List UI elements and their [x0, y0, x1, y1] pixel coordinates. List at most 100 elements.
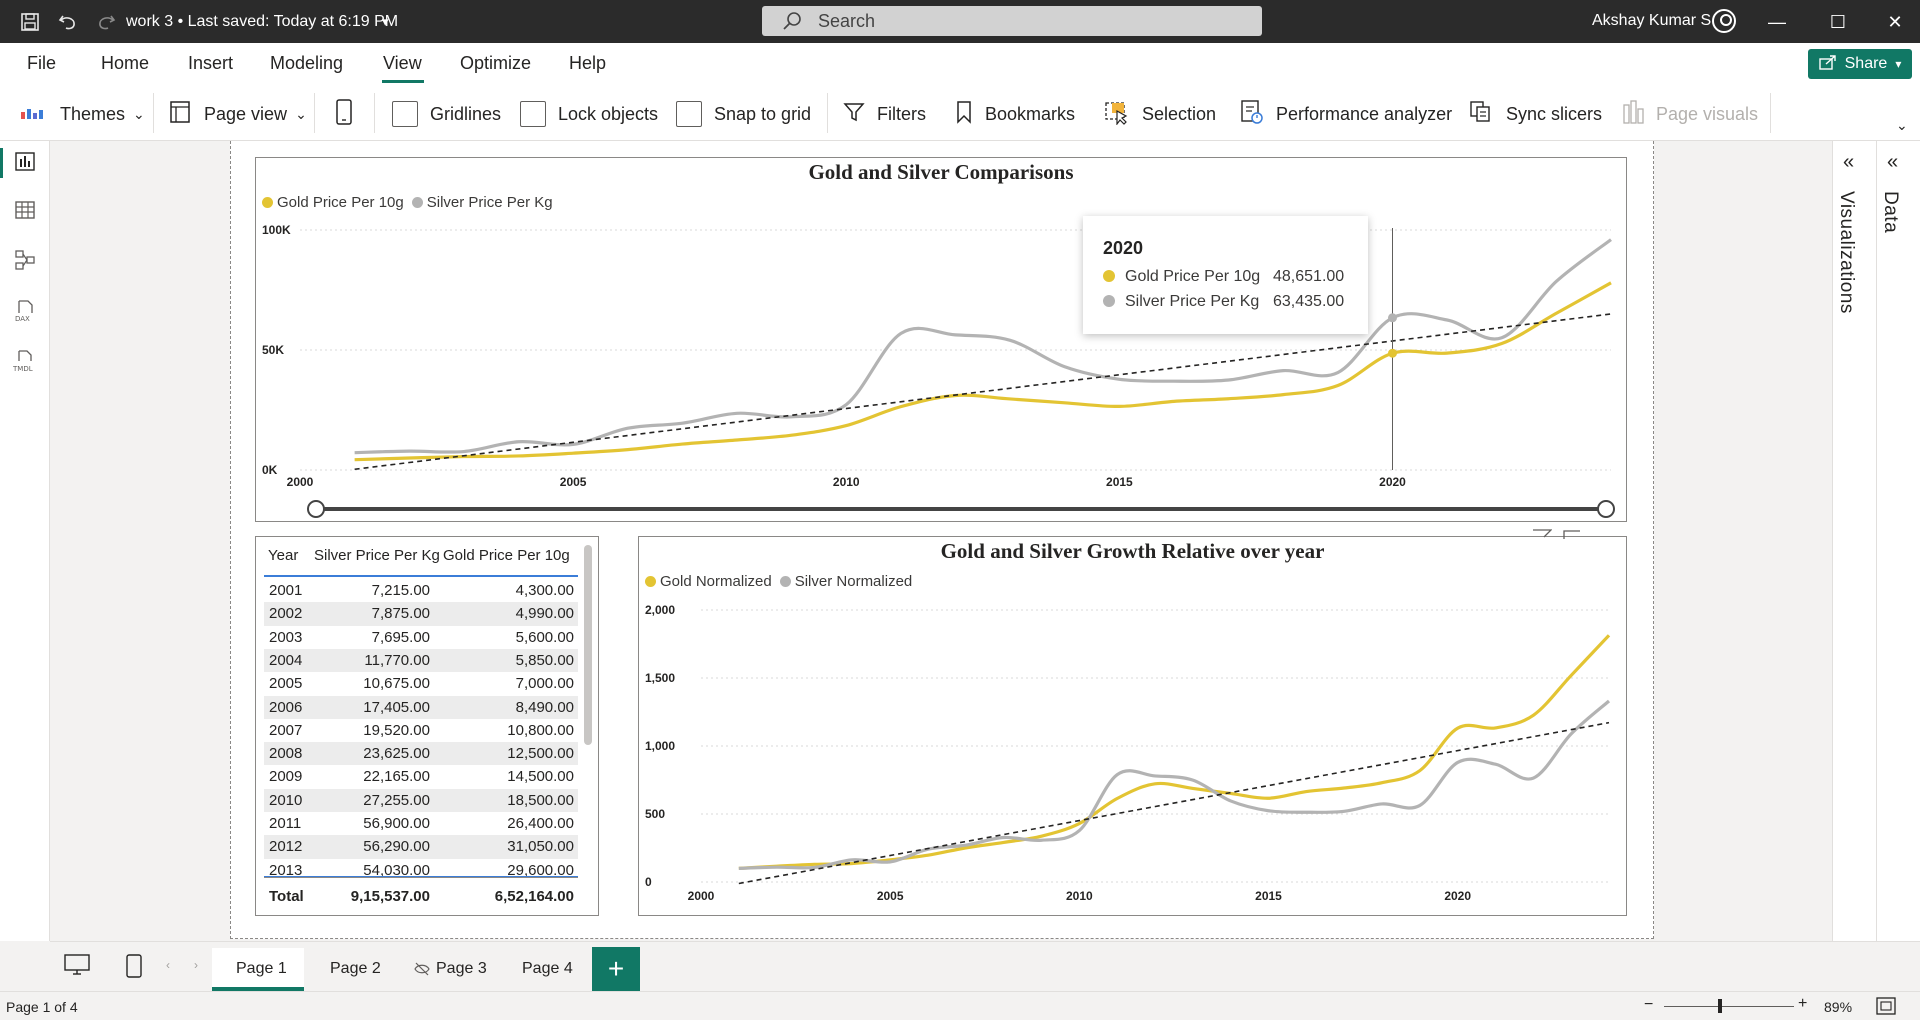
menu-modeling[interactable]: Modeling	[270, 53, 344, 73]
legend-item-silver[interactable]: Silver Price Per Kg	[411, 194, 553, 211]
undo-icon[interactable]	[55, 9, 81, 35]
zoom-slider-thumb[interactable]	[1718, 999, 1722, 1013]
themes-button[interactable]: Themes ⌄	[20, 100, 145, 128]
redo-icon[interactable]	[93, 9, 119, 35]
document-title[interactable]: work 3 • Last saved: Today at 6:19 PM	[126, 13, 399, 30]
user-name[interactable]: Akshay Kumar S	[1592, 12, 1712, 29]
data-pane[interactable]: « Data	[1876, 141, 1920, 941]
table-row[interactable]: 2005 10,675.00 7,000.00	[264, 672, 578, 695]
scroll-right-icon[interactable]: ›	[194, 958, 198, 972]
collapse-icon[interactable]: «	[1887, 151, 1899, 173]
legend-item-gold-normalized[interactable]: Gold Normalized	[645, 573, 772, 590]
tab-page-1[interactable]: Page 1	[236, 960, 287, 977]
desktop-layout-icon[interactable]	[64, 954, 90, 981]
focus-mode-icon[interactable]	[1562, 528, 1582, 544]
model-view-icon[interactable]	[13, 249, 37, 273]
table-header-year[interactable]: Year	[268, 547, 299, 564]
line-chart-plot[interactable]: 100K 50K 0K 2000 2005 2010 2015 2020	[256, 158, 1626, 521]
slider-handle-end[interactable]	[1597, 500, 1615, 518]
gold-series-line[interactable]	[354, 281, 1612, 462]
avatar[interactable]	[1712, 9, 1736, 33]
table-row[interactable]: 2002 7,875.00 4,990.00	[264, 602, 578, 626]
mobile-layout-button[interactable]	[335, 98, 353, 128]
save-icon[interactable]	[17, 9, 43, 35]
silver-series-line[interactable]	[354, 238, 1612, 455]
menu-view[interactable]: View	[383, 53, 422, 73]
price-table[interactable]: Year Silver Price Per Kg Gold Price Per …	[255, 536, 599, 916]
tab-page-3[interactable]: Page 3	[436, 960, 487, 977]
performance-analyzer-button[interactable]: Performance analyzer	[1240, 99, 1452, 128]
zoom-in-button[interactable]: +	[1798, 995, 1808, 1012]
table-row[interactable]: 2012 56,290.00 31,050.00	[264, 835, 578, 859]
table-scrollbar[interactable]	[584, 545, 592, 745]
legend-item-gold[interactable]: Gold Price Per 10g	[262, 194, 404, 211]
share-button[interactable]: Share ▾	[1808, 49, 1912, 79]
fit-to-page-icon[interactable]	[1876, 997, 1896, 1018]
silver-series-line[interactable]	[738, 699, 1611, 870]
zoom-level[interactable]: 89%	[1824, 999, 1853, 1015]
snap-to-grid-toggle[interactable]: Snap to grid	[676, 100, 811, 128]
mobile-layout-icon[interactable]	[126, 954, 142, 983]
table-row[interactable]: 2010 27,255.00 18,500.00	[264, 788, 578, 812]
menu-optimize[interactable]: Optimize	[460, 53, 532, 73]
table-row[interactable]: 2009 22,165.00 14,500.00	[264, 765, 578, 788]
data-label[interactable]: Data	[1880, 191, 1901, 234]
add-page-button[interactable]: +	[592, 947, 640, 991]
growth-relative-chart[interactable]: Gold and Silver Growth Relative over yea…	[638, 536, 1627, 916]
gold-silver-comparison-chart[interactable]: Gold and Silver Comparisons Gold Price P…	[255, 157, 1627, 522]
scroll-left-icon[interactable]: ‹	[166, 958, 170, 972]
menu-help[interactable]: Help	[569, 53, 607, 73]
collapse-icon[interactable]: «	[1843, 151, 1855, 173]
report-view-icon[interactable]	[13, 150, 37, 174]
menu-insert[interactable]: Insert	[188, 53, 234, 73]
zoom-slider[interactable]	[1664, 1006, 1794, 1007]
legend-item-silver-normalized[interactable]: Silver Normalized	[779, 573, 912, 590]
table-header-silver[interactable]: Silver Price Per Kg	[314, 547, 440, 564]
filter-icon[interactable]	[1532, 528, 1556, 544]
page-view-button[interactable]: Page view ⌄	[168, 100, 307, 128]
table-row[interactable]: 2013 54,030.00 29,600.00	[264, 859, 578, 882]
close-button[interactable]: ✕	[1887, 11, 1903, 32]
table-header-gold[interactable]: Gold Price Per 10g	[443, 547, 570, 564]
table-row[interactable]: 2008 23,625.00 12,500.00	[264, 742, 578, 766]
line-chart-plot[interactable]: 2,000 1,500 1,000 500 0 2000 2005 2010 2015 2020	[639, 537, 1626, 915]
filters-button[interactable]: Filters	[843, 100, 926, 128]
minimize-button[interactable]: —	[1768, 11, 1786, 32]
visualizations-label[interactable]: Visualizations	[1836, 191, 1857, 314]
table-view-icon[interactable]	[13, 199, 37, 223]
gold-series-line[interactable]	[738, 634, 1611, 870]
x-tick-label: 2005	[877, 889, 904, 903]
chevron-down-icon[interactable]: ▾	[382, 14, 389, 29]
snap-to-grid-checkbox[interactable]	[676, 101, 702, 127]
tab-page-2[interactable]: Page 2	[330, 960, 381, 977]
table-row[interactable]: 2003 7,695.00 5,600.00	[264, 626, 578, 649]
legend-dot-silver	[779, 576, 791, 587]
bookmarks-button[interactable]: Bookmarks	[955, 100, 1075, 128]
lock-objects-toggle[interactable]: Lock objects	[520, 100, 658, 128]
maximize-button[interactable]: ☐	[1829, 11, 1847, 32]
table-row[interactable]: 2006 17,405.00 8,490.00	[264, 695, 578, 719]
page-visuals-button[interactable]: Page visuals	[1622, 99, 1758, 128]
gridlines-checkbox[interactable]	[392, 101, 418, 127]
table-row[interactable]: 2011 56,900.00 26,400.00	[264, 812, 578, 835]
tab-page-4[interactable]: Page 4	[522, 960, 573, 977]
ribbon-expand-button[interactable]: ⌄	[1896, 111, 1908, 139]
menu-file[interactable]: File	[27, 53, 57, 73]
slider-handle-start[interactable]	[307, 500, 325, 518]
search-input[interactable]: Search	[762, 6, 1262, 36]
selection-button[interactable]: Selection	[1104, 100, 1216, 128]
dax-query-view-icon[interactable]: DAX	[13, 299, 37, 323]
table-row[interactable]: 2004 11,770.00 5,850.00	[264, 648, 578, 673]
x-tick-label: 2020	[1444, 889, 1471, 903]
zoom-out-button[interactable]: −	[1644, 996, 1654, 1013]
table-row[interactable]: 2001 7,215.00 4,300.00	[264, 579, 578, 602]
lock-objects-checkbox[interactable]	[520, 101, 546, 127]
table-row[interactable]: 2007 19,520.00 10,800.00	[264, 719, 578, 742]
gridlines-toggle[interactable]: Gridlines	[392, 100, 501, 128]
visualizations-pane[interactable]: « Visualizations	[1832, 141, 1876, 941]
trend-line	[738, 721, 1610, 885]
table-cell-year: 2007	[269, 721, 303, 739]
tmdl-view-icon[interactable]: TMDL	[12, 349, 37, 373]
sync-slicers-button[interactable]: Sync slicers	[1468, 100, 1602, 128]
menu-home[interactable]: Home	[101, 53, 150, 73]
